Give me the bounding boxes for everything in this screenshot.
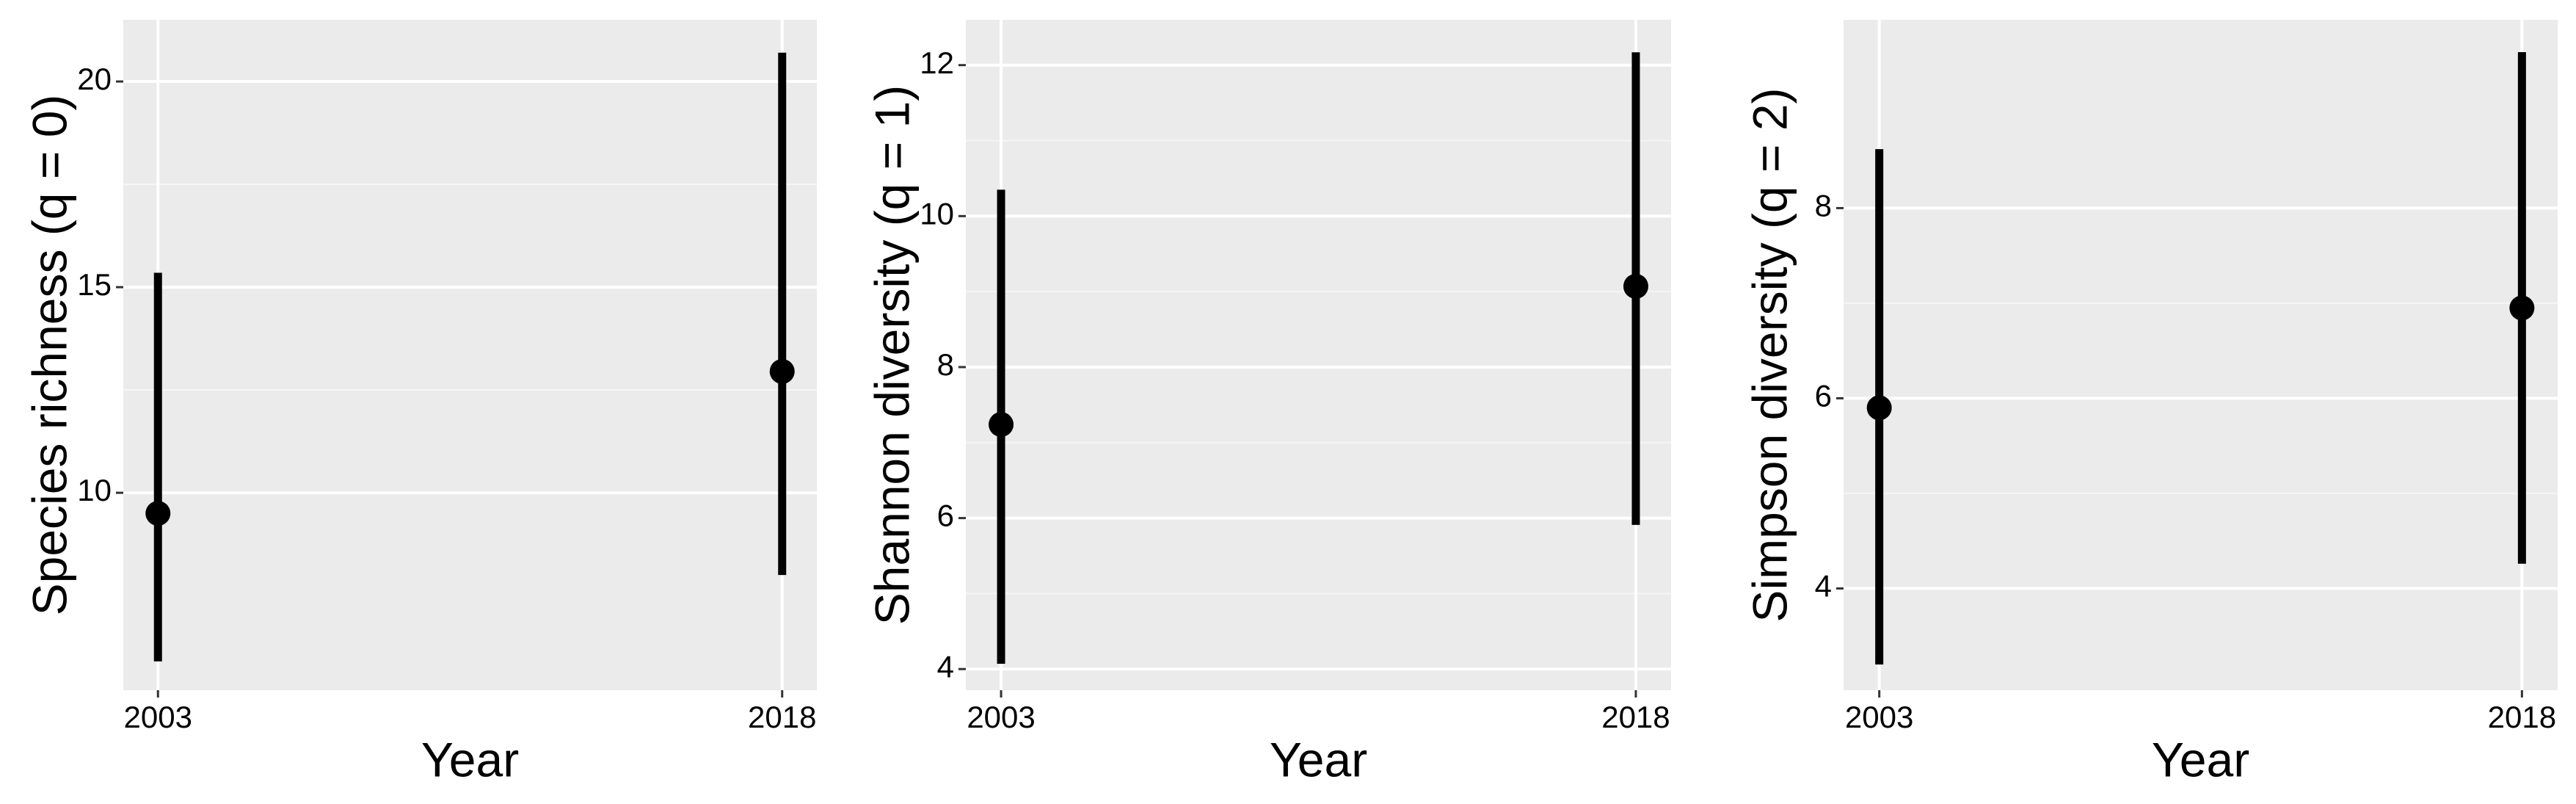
y-tick-label: 8 xyxy=(937,347,954,382)
x-tick-label: 2003 xyxy=(967,700,1035,734)
y-tick-label: 6 xyxy=(1815,379,1832,413)
panel-background xyxy=(1844,20,2558,690)
x-axis-title: Year xyxy=(421,732,519,786)
x-tick-label: 2018 xyxy=(2488,700,2556,734)
point xyxy=(2509,295,2535,321)
y-tick-label: 4 xyxy=(937,649,954,684)
panel-background xyxy=(966,20,1671,690)
point xyxy=(1866,395,1892,421)
y-axis-title: Shannon diversity (q = 1) xyxy=(865,85,919,626)
x-tick-label: 2003 xyxy=(1845,700,1913,734)
y-tick-label: 6 xyxy=(937,499,954,533)
x-axis-title: Year xyxy=(1270,732,1367,786)
x-tick-label: 2018 xyxy=(1601,700,1670,734)
x-tick-label: 2018 xyxy=(748,700,816,734)
y-tick-label: 20 xyxy=(77,62,112,96)
x-axis-title: Year xyxy=(2152,732,2249,786)
y-axis-title: Simpson diversity (q = 2) xyxy=(1742,87,1797,622)
y-tick-label: 12 xyxy=(920,46,954,80)
y-tick-label: 10 xyxy=(920,196,954,231)
y-tick-label: 8 xyxy=(1815,189,1832,223)
point xyxy=(145,501,171,526)
point xyxy=(1623,273,1648,299)
y-axis-title: Species richness (q = 0) xyxy=(22,95,76,616)
y-tick-label: 4 xyxy=(1815,569,1832,604)
panel-background xyxy=(123,20,817,690)
y-tick-label: 10 xyxy=(77,473,112,507)
point xyxy=(989,412,1014,438)
y-tick-label: 15 xyxy=(77,267,112,302)
x-tick-label: 2003 xyxy=(124,700,192,734)
point xyxy=(769,358,795,384)
